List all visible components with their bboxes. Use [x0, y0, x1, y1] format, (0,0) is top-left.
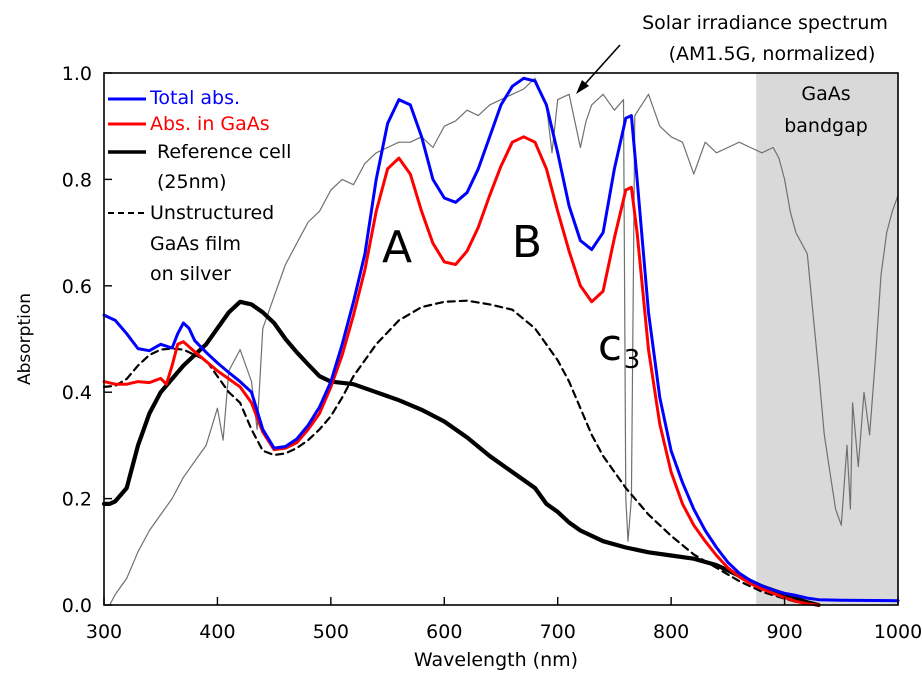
y-tick-label-4: 0.8 [62, 169, 92, 191]
peak-label-b: B [512, 217, 542, 268]
x-axis-label: Wavelength (nm) [414, 649, 578, 671]
bandgap-label-line2: bandgap [784, 115, 868, 137]
legend-label-gaas: Abs. in GaAs [150, 113, 270, 135]
peak-label-a: A [382, 222, 412, 273]
x-tick-label-0: 300 [86, 621, 122, 643]
bandgap-label-line1: GaAs [801, 83, 850, 105]
x-tick-label-1: 400 [199, 621, 235, 643]
legend-label-reference-line2: (25nm) [157, 171, 227, 193]
legend-label-total: Total abs. [149, 87, 240, 109]
x-tick-label-7: 1000 [874, 621, 922, 643]
legend-label-unstructured-line2: GaAs film [150, 233, 241, 255]
y-tick-label-0: 0.0 [62, 595, 92, 617]
peak-label-c-subscript: 3 [624, 345, 641, 375]
y-tick-label-2: 0.4 [62, 382, 92, 404]
y-tick-label-5: 1.0 [62, 63, 92, 85]
series-line-2 [101, 299, 821, 608]
y-axis-label: Absorption [15, 293, 35, 385]
solar-annotation-arrow [576, 44, 621, 94]
x-tick-label-3: 600 [426, 621, 462, 643]
solar-annotation-line2: (AM1.5G, normalized) [669, 43, 876, 65]
x-tick-label-5: 800 [653, 621, 689, 643]
legend: Total abs. Abs. in GaAs Reference cell (… [108, 87, 291, 285]
x-tick-label-6: 900 [766, 621, 802, 643]
peak-label-c: c [598, 320, 622, 371]
x-tick-label-2: 500 [313, 621, 349, 643]
axis-ticks: 300 400 500 600 700 800 900 1000 0.0 0.2 0.4 0.6 0.8… [62, 63, 922, 643]
plot-frame [103, 72, 899, 606]
y-tick-label-3: 0.6 [62, 276, 92, 298]
legend-label-unstructured-line3: on silver [150, 263, 231, 285]
series-line-1 [102, 135, 821, 607]
legend-label-reference-line1: Reference cell [157, 141, 291, 163]
series-layer [101, 76, 900, 608]
series-line-4 [109, 77, 899, 606]
series-line-0 [102, 76, 900, 603]
solar-annotation-line1: Solar irradiance spectrum [642, 12, 888, 34]
y-tick-label-1: 0.2 [62, 489, 92, 511]
x-tick-label-4: 700 [540, 621, 576, 643]
legend-label-unstructured-line1: Unstructured [150, 202, 274, 224]
series-line-3 [102, 299, 820, 607]
